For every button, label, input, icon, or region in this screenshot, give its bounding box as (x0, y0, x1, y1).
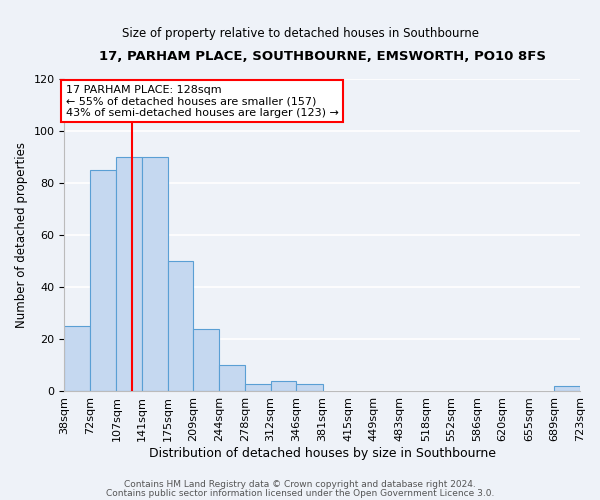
Bar (296, 384, 323, 392)
Bar (116, 158, 142, 392)
Title: 17, PARHAM PLACE, SOUTHBOURNE, EMSWORTH, PO10 8FS: 17, PARHAM PLACE, SOUTHBOURNE, EMSWORTH,… (99, 50, 546, 63)
Bar (245, 384, 271, 392)
Y-axis label: Number of detached properties: Number of detached properties (15, 142, 28, 328)
Bar (90, 170, 116, 392)
Bar (167, 262, 193, 392)
Bar (142, 158, 167, 392)
Bar (271, 381, 296, 392)
X-axis label: Distribution of detached houses by size in Southbourne: Distribution of detached houses by size … (149, 447, 496, 460)
Bar (220, 366, 245, 392)
Text: Contains public sector information licensed under the Open Government Licence 3.: Contains public sector information licen… (106, 488, 494, 498)
Bar (64, 326, 90, 392)
Text: 17 PARHAM PLACE: 128sqm
← 55% of detached houses are smaller (157)
43% of semi-d: 17 PARHAM PLACE: 128sqm ← 55% of detache… (66, 84, 339, 118)
Text: Contains HM Land Registry data © Crown copyright and database right 2024.: Contains HM Land Registry data © Crown c… (124, 480, 476, 489)
Text: Size of property relative to detached houses in Southbourne: Size of property relative to detached ho… (121, 28, 479, 40)
Bar (193, 329, 220, 392)
Bar (554, 386, 580, 392)
